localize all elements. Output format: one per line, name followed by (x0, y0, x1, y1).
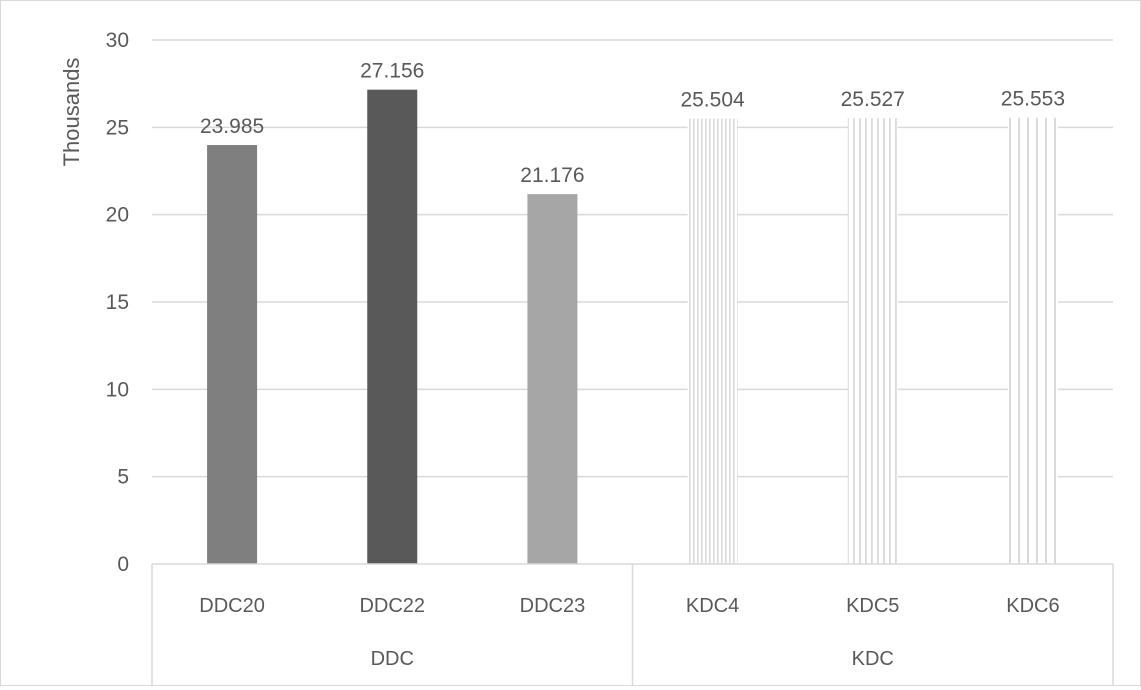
bar-ddc23 (527, 194, 578, 565)
bars (207, 89, 1058, 565)
group-label: KDC (852, 648, 894, 670)
y-tick-label: 0 (117, 553, 129, 576)
y-tick-label: 10 (106, 378, 129, 401)
y-tick-label: 15 (106, 291, 129, 314)
x-tick-label: DDC23 (520, 595, 586, 617)
data-label: 25.553 (1001, 88, 1065, 111)
bar-kdc4 (687, 118, 738, 564)
y-axis-title: Thousands (59, 58, 84, 167)
data-label: 21.176 (520, 164, 584, 187)
gridlines (152, 39, 1113, 478)
x-tick-label: DDC20 (199, 595, 265, 617)
axes: 0 5 10 15 20 25 30 Thousands DDC20 DDC22 DDC23 KDC4… (59, 29, 1114, 685)
x-tick-label: KDC4 (686, 595, 739, 617)
y-tick-label: 20 (106, 204, 129, 227)
data-label: 25.527 (841, 88, 905, 111)
y-tick-label: 30 (106, 29, 129, 52)
data-labels: 23.985 27.156 21.176 25.504 25.527 25.553 (200, 60, 1065, 187)
bar-ddc22 (367, 89, 418, 564)
y-tick-label: 25 (106, 116, 129, 139)
data-label: 23.985 (200, 115, 264, 138)
bar-ddc20 (207, 145, 258, 564)
x-tick-label: KDC5 (846, 595, 899, 617)
group-label: DDC (371, 648, 414, 670)
bar-kdc6 (1007, 117, 1058, 565)
y-tick-label: 5 (117, 466, 129, 489)
data-label: 27.156 (360, 60, 424, 83)
x-tick-label: DDC22 (359, 595, 425, 617)
data-label: 25.504 (680, 89, 745, 112)
bar-kdc5 (847, 118, 898, 564)
x-tick-label: KDC6 (1006, 595, 1059, 617)
